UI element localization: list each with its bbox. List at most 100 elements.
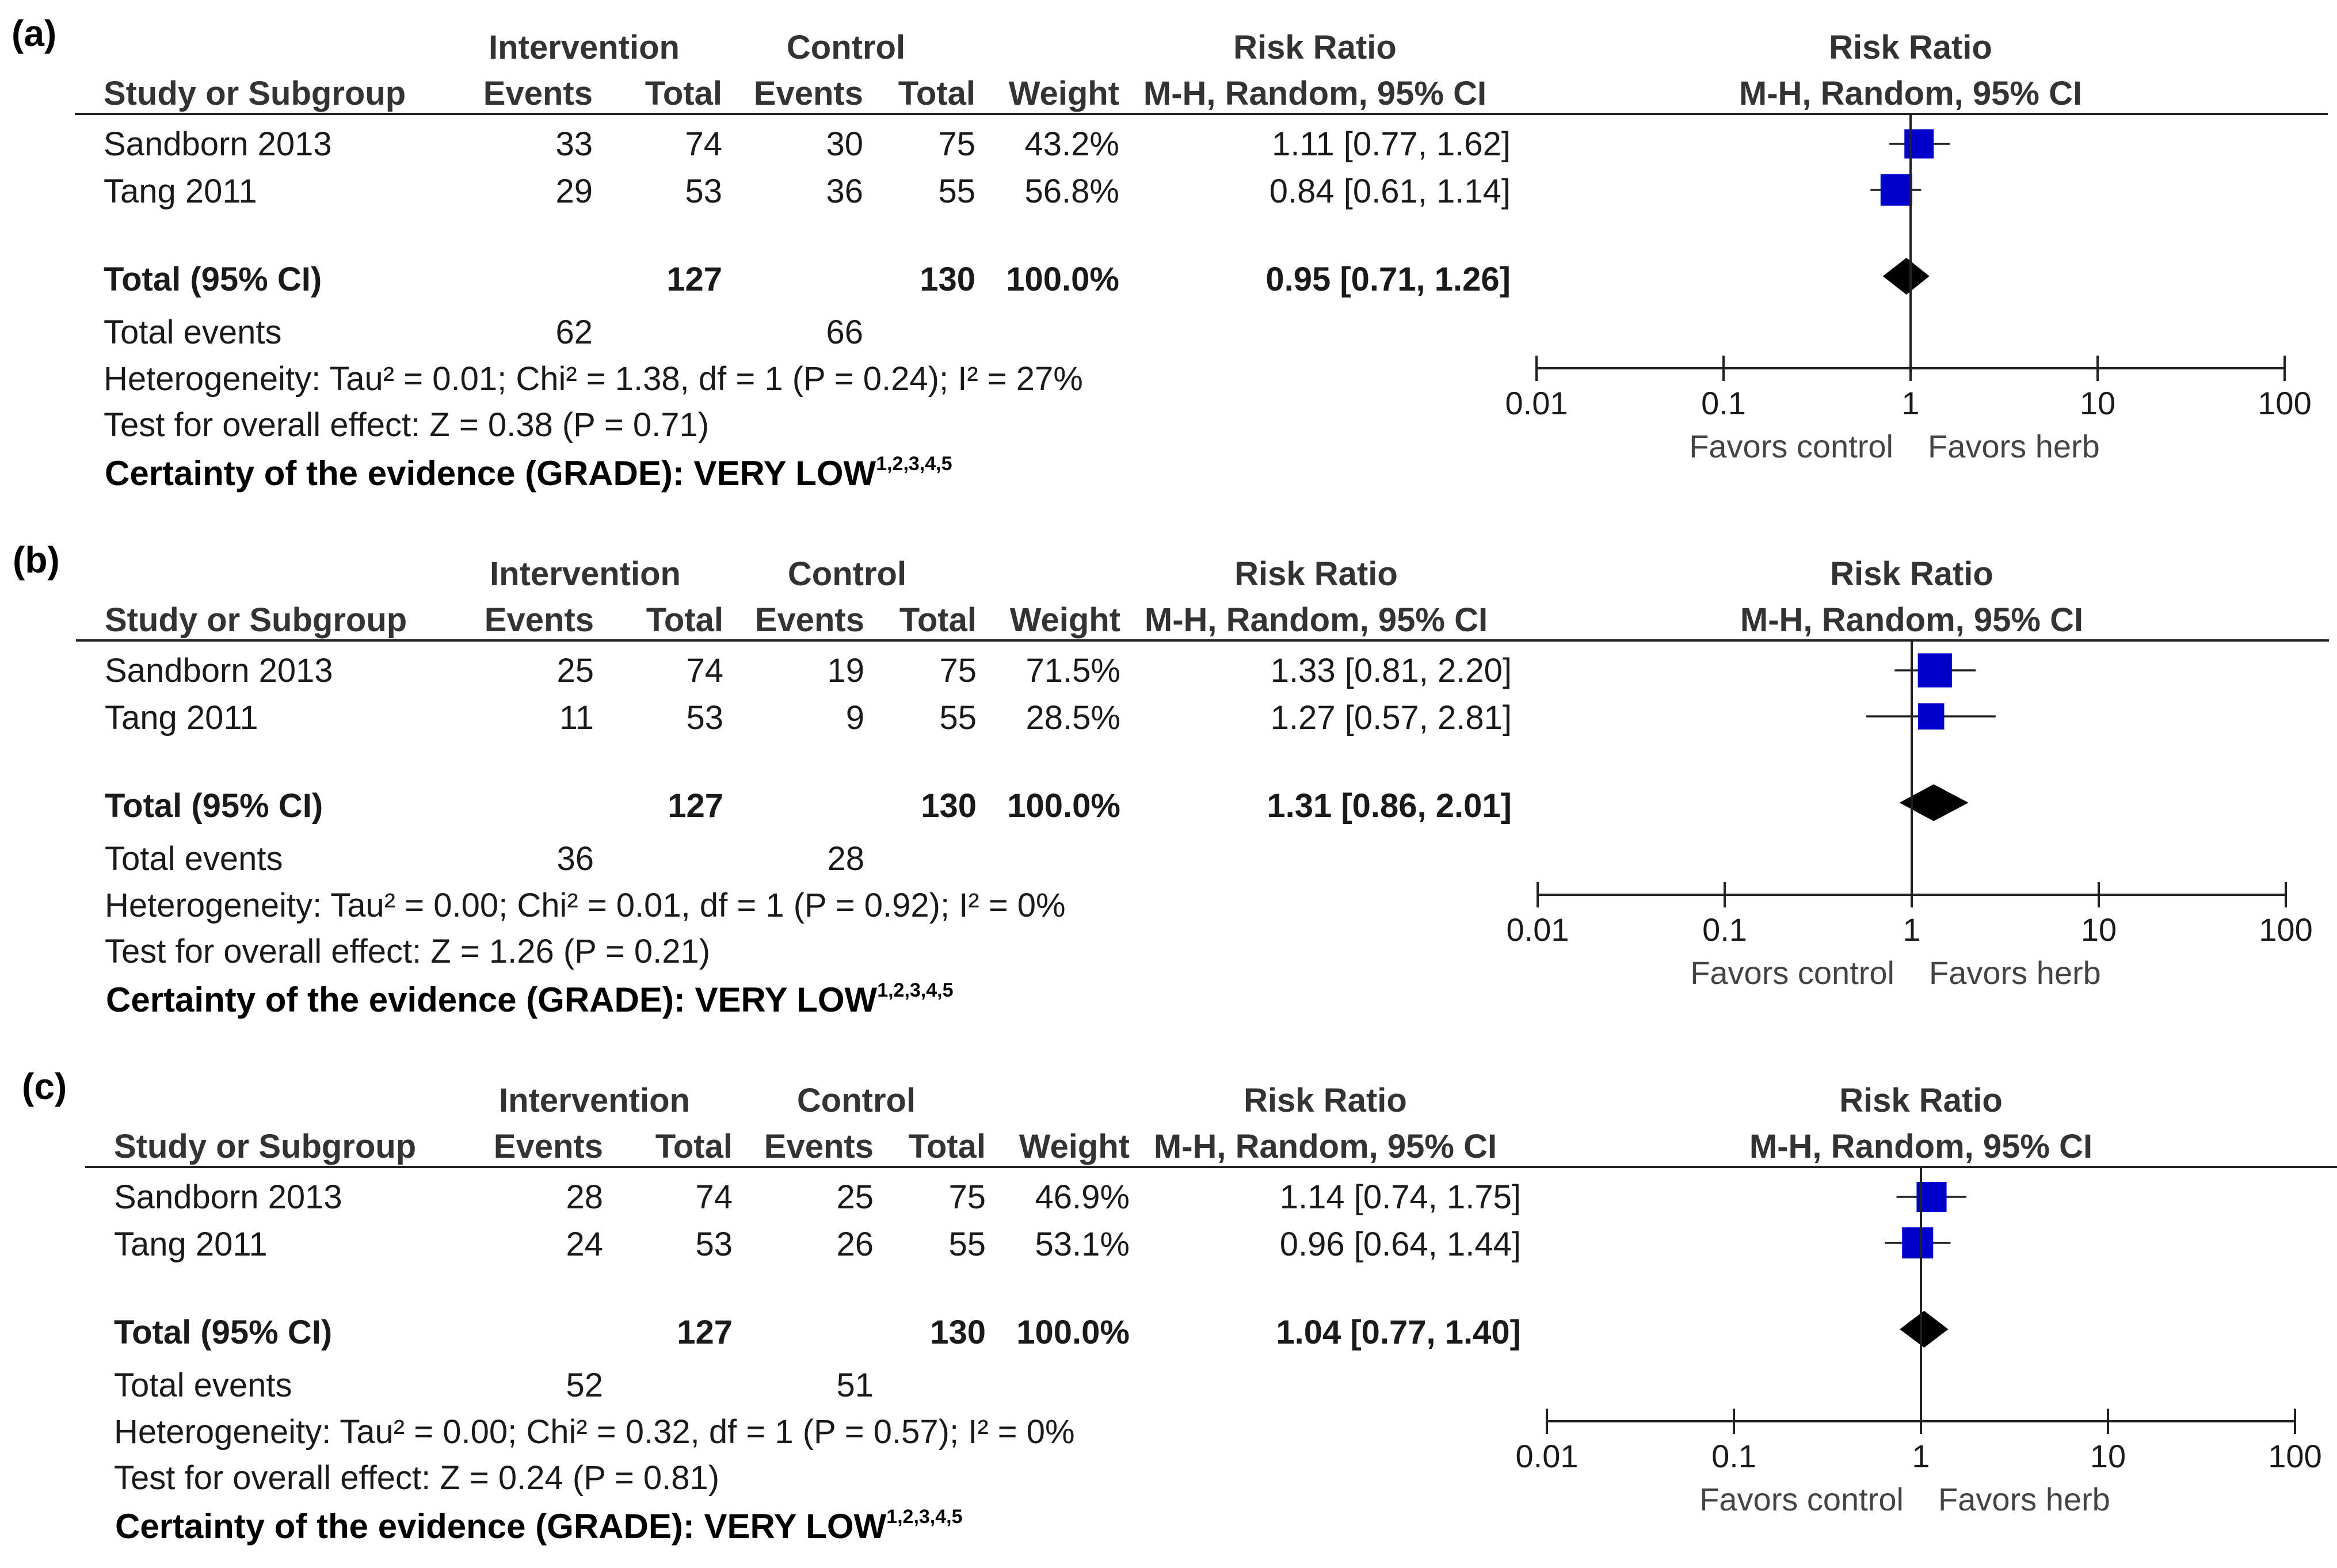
study-total-intervention: 74	[695, 1178, 733, 1216]
total-risk-ratio-ci: 0.95 [0.71, 1.26]	[1265, 261, 1511, 298]
favors-control-label: Favors control	[1689, 428, 1893, 464]
grade-certainty-text: Certainty of the evidence (GRADE): VERY …	[106, 981, 878, 1019]
study-risk-ratio-ci: 1.27 [0.57, 2.81]	[1271, 699, 1512, 737]
x-tick-label: 10	[2081, 911, 2117, 948]
x-tick-label: 100	[2268, 1438, 2321, 1474]
favors-herb-label: Favors herb	[1928, 428, 2100, 464]
grade-certainty: Certainty of the evidence (GRADE): VERY …	[105, 453, 952, 493]
total-control: 130	[921, 787, 977, 825]
panel-label: (b)	[13, 539, 60, 581]
heterogeneity-text: Heterogeneity: Tau² = 0.00; Chi² = 0.01,…	[105, 887, 1066, 924]
study-total-control: 55	[939, 699, 977, 737]
total-weight: 100.0%	[1006, 261, 1119, 298]
study-events-control: 30	[826, 125, 863, 163]
header-weight: Weight	[1010, 601, 1120, 639]
study-risk-ratio-ci: 0.96 [0.64, 1.44]	[1280, 1226, 1521, 1263]
header-total-control: Total	[899, 601, 977, 639]
header-intervention: Intervention	[490, 555, 681, 593]
x-tick-label: 1	[1912, 1438, 1930, 1474]
favors-herb-label: Favors herb	[1938, 1481, 2110, 1517]
study-events-control: 25	[836, 1178, 874, 1216]
header-study: Study or Subgroup	[105, 601, 407, 639]
study-risk-ratio-ci: 1.11 [0.77, 1.62]	[1272, 125, 1511, 163]
total-label: Total (95% CI)	[105, 787, 323, 825]
study-events-control: 19	[827, 652, 864, 689]
header-control: Control	[797, 1082, 916, 1119]
header-study: Study or Subgroup	[114, 1128, 416, 1165]
study-total-intervention: 53	[686, 699, 723, 737]
study-total-control: 75	[939, 652, 977, 689]
total-label: Total (95% CI)	[104, 261, 322, 298]
panel-3: (c) Intervention Control Risk Ratio Risk Rat…	[22, 1066, 2337, 1546]
grade-footnotes: 1,2,3,4,5	[877, 979, 953, 1001]
total-events-control: 28	[827, 840, 864, 878]
x-tick-label: 0.1	[1701, 385, 1746, 421]
x-tick-label: 0.1	[1711, 1438, 1756, 1474]
header-events-control: Events	[755, 601, 864, 639]
overall-effect-text: Test for overall effect: Z = 0.24 (P = 0…	[114, 1459, 719, 1497]
total-risk-ratio-ci: 1.04 [0.77, 1.40]	[1276, 1314, 1521, 1351]
study-total-control: 75	[938, 125, 975, 163]
study-effect-marker	[1917, 703, 1945, 730]
study-events-intervention: 29	[555, 173, 593, 210]
x-tick-label: 0.01	[1516, 1438, 1579, 1474]
grade-footnotes: 1,2,3,4,5	[876, 453, 952, 475]
total-events-intervention: 62	[555, 314, 593, 351]
study-events-control: 26	[836, 1226, 874, 1263]
total-weight: 100.0%	[1016, 1314, 1130, 1351]
panel-1: (a) Intervention Control Risk Ratio Risk Rat…	[12, 13, 2328, 493]
study-events-intervention: 25	[556, 652, 594, 689]
header-study: Study or Subgroup	[104, 75, 406, 112]
header-method-plot: M-H, Random, 95% CI	[1740, 601, 2083, 639]
x-tick-label: 0.1	[1702, 911, 1747, 948]
study-total-intervention: 74	[685, 125, 722, 163]
study-weight: 43.2%	[1025, 125, 1119, 163]
heterogeneity-text: Heterogeneity: Tau² = 0.01; Chi² = 1.38,…	[104, 360, 1083, 398]
header-method-table: M-H, Random, 95% CI	[1145, 601, 1488, 639]
x-tick-label: 10	[2080, 385, 2115, 421]
total-events-intervention: 36	[556, 840, 594, 878]
header-events-control: Events	[764, 1128, 874, 1165]
study-risk-ratio-ci: 1.14 [0.74, 1.75]	[1280, 1178, 1521, 1216]
x-tick-label: 100	[2258, 385, 2311, 421]
study-row: Tang 2011 24 53 26 55 53.1% 0.96 [0.64, 1.44]	[114, 1226, 1521, 1263]
favors-control-label: Favors control	[1699, 1481, 1904, 1517]
pooled-effect-diamond	[1900, 1311, 1949, 1348]
total-events-label: Total events	[105, 840, 283, 878]
header-weight: Weight	[1009, 75, 1119, 112]
study-name: Tang 2011	[105, 699, 258, 737]
overall-effect-text: Test for overall effect: Z = 1.26 (P = 0…	[105, 933, 710, 970]
x-tick-label: 1	[1901, 385, 1919, 421]
header-total-control: Total	[909, 1128, 986, 1165]
study-total-control: 75	[948, 1178, 986, 1216]
study-total-control: 55	[948, 1226, 986, 1263]
panel-2: (b) Intervention Control Risk Ratio Risk Rat…	[13, 539, 2329, 1019]
study-risk-ratio-ci: 1.33 [0.81, 2.20]	[1271, 652, 1512, 689]
study-effect-marker	[1904, 129, 1934, 159]
pooled-effect-diamond	[1899, 784, 1969, 821]
header-intervention: Intervention	[499, 1082, 690, 1119]
panel-label: (a)	[12, 13, 56, 54]
header-control: Control	[787, 29, 905, 66]
header-risk-ratio-table: Risk Ratio	[1234, 555, 1398, 593]
study-weight: 28.5%	[1026, 699, 1120, 737]
total-events-control: 66	[826, 314, 863, 351]
x-tick-label: 100	[2259, 911, 2312, 948]
header-risk-ratio-plot: Risk Ratio	[1830, 555, 1993, 593]
total-intervention: 127	[668, 787, 723, 825]
header-events-control: Events	[754, 75, 863, 112]
total-intervention: 127	[677, 1314, 733, 1351]
total-weight: 100.0%	[1007, 787, 1120, 825]
total-row: Total (95% CI) 127 130 100.0% 0.95 [0.71, 1.…	[104, 261, 1511, 298]
study-name: Sandborn 2013	[114, 1178, 342, 1216]
study-row: Sandborn 2013 28 74 25 75 46.9% 1.14 [0.74, 1.…	[114, 1178, 1521, 1216]
study-name: Sandborn 2013	[105, 652, 333, 689]
total-events-intervention: 52	[566, 1367, 603, 1404]
study-row: Sandborn 2013 33 74 30 75 43.2% 1.11 [0.77, 1.…	[104, 125, 1511, 163]
study-weight: 53.1%	[1035, 1226, 1130, 1263]
panel-label: (c)	[22, 1066, 67, 1107]
total-row: Total (95% CI) 127 130 100.0% 1.31 [0.86, 2.…	[105, 787, 1512, 825]
study-row: Tang 2011 11 53 9 55 28.5% 1.27 [0.57, 2.81]	[105, 699, 1512, 737]
study-name: Tang 2011	[114, 1226, 268, 1263]
